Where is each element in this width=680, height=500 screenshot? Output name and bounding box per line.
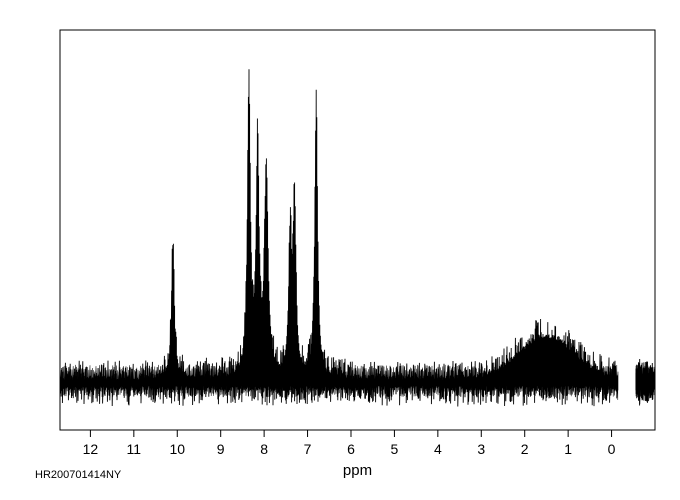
xtick-label: 3 — [477, 441, 485, 457]
xtick-label: 8 — [260, 441, 268, 457]
gap-mask — [618, 31, 635, 429]
xtick-label: 6 — [347, 441, 355, 457]
xaxis-label: ppm — [343, 462, 372, 479]
xtick-label: 4 — [434, 441, 442, 457]
footer-id: HR200701414NY — [35, 469, 122, 481]
xtick-label: 10 — [169, 441, 185, 457]
xtick-label: 12 — [83, 441, 99, 457]
nmr-spectrum: 1211109876543210ppmHR200701414NY — [0, 0, 680, 500]
xtick-label: 1 — [564, 441, 572, 457]
xtick-label: 7 — [304, 441, 312, 457]
xtick-label: 5 — [391, 441, 399, 457]
xtick-label: 11 — [127, 441, 142, 457]
xtick-label: 2 — [521, 441, 529, 457]
xtick-label: 9 — [217, 441, 225, 457]
xtick-label: 0 — [608, 441, 616, 457]
